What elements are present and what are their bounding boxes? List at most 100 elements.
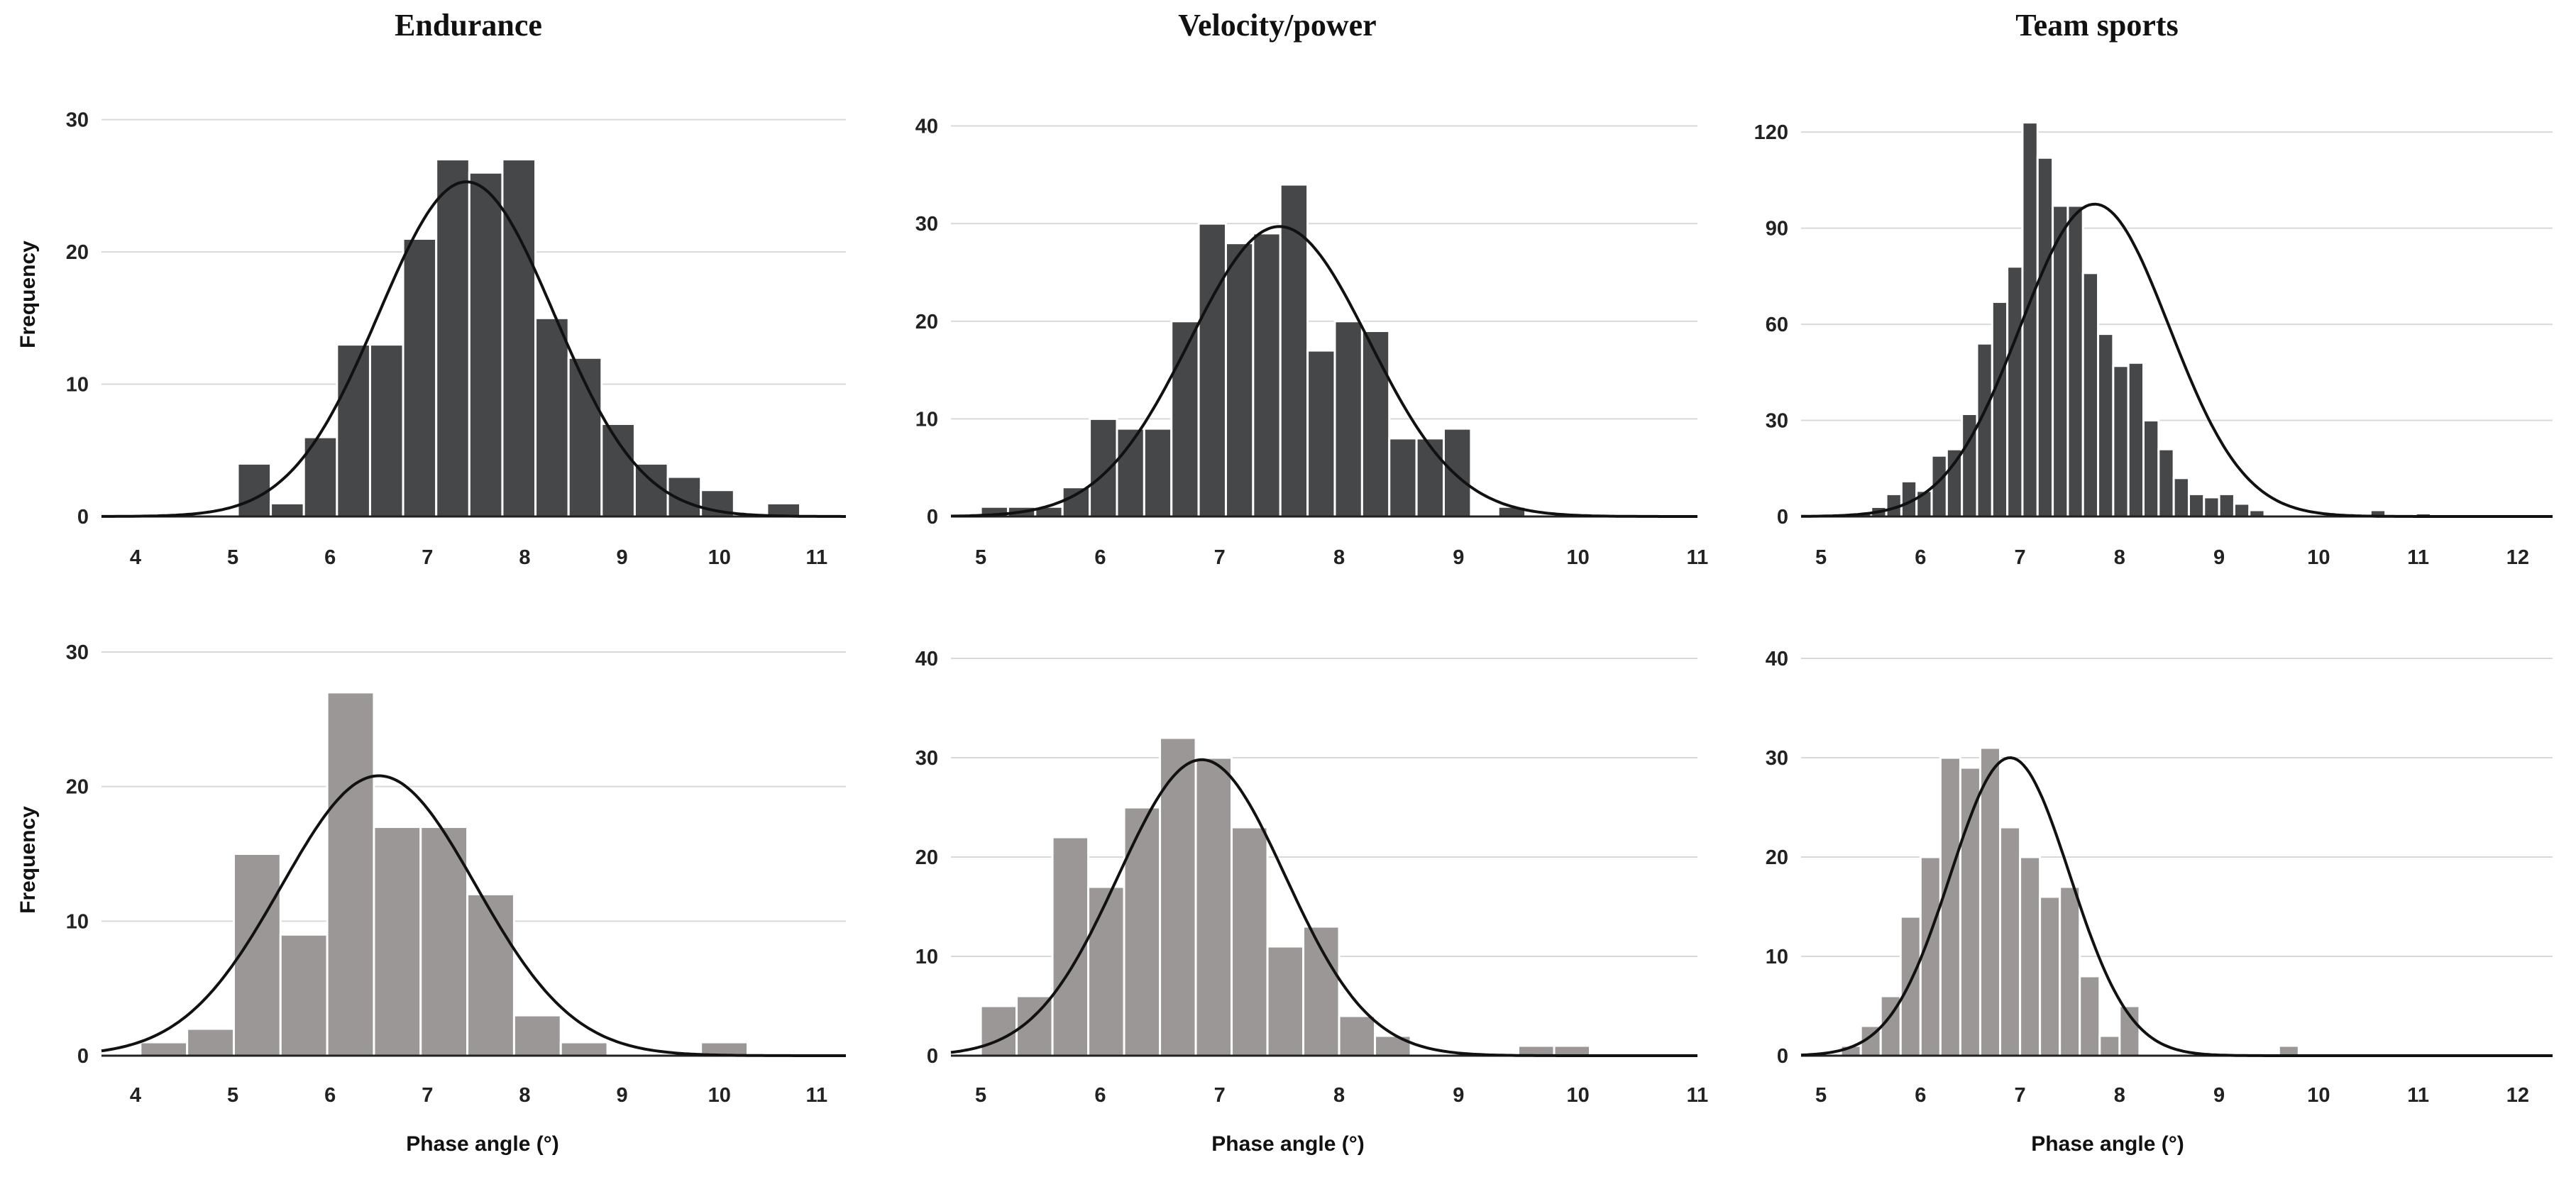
endurance-top-xtick-label: 8 — [519, 546, 530, 569]
velocity-top-bar-16 — [1415, 437, 1445, 518]
x-axis-label-velocity-power: Phase angle (°) — [1211, 1132, 1365, 1156]
team-top-bar-22 — [2172, 477, 2190, 518]
endurance-bottom-bar-8 — [512, 1014, 562, 1057]
team-bottom-xtick-label: 12 — [2506, 1084, 2529, 1107]
velocity-bottom-bar-4 — [1123, 806, 1162, 1057]
endurance-top-bar-1 — [270, 502, 305, 518]
endurance-top-bar-9 — [534, 316, 570, 518]
velocity-bottom-ytick-label: 10 — [915, 946, 938, 968]
velocity-bottom-bar-3 — [1087, 885, 1125, 1057]
team-bottom-xtick-label: 8 — [2114, 1084, 2125, 1107]
velocity-top-bar-15 — [1388, 437, 1418, 518]
team-top-bar-24 — [2203, 496, 2220, 518]
team-top-ytick-label: 60 — [1766, 314, 1788, 336]
team-bottom-bar-6 — [1959, 766, 1981, 1057]
endurance-top-ytick-label: 0 — [77, 506, 89, 529]
endurance-bottom-bar-9 — [559, 1041, 609, 1057]
team-bottom-bar-7 — [1978, 746, 2002, 1057]
velocity-bottom-bar-16 — [1553, 1044, 1592, 1057]
velocity-top-bar-9 — [1224, 242, 1255, 518]
velocity-top-xtick-label: 10 — [1567, 546, 1590, 569]
endurance-top-xtick-label: 10 — [708, 546, 731, 569]
team-bottom-xtick-label: 9 — [2213, 1084, 2225, 1107]
endurance-bottom-bar-0 — [139, 1041, 189, 1057]
team-bottom-bar-13 — [2098, 1034, 2121, 1057]
team-top-bar-16 — [2081, 272, 2100, 518]
team-top-ytick-label: 0 — [1777, 506, 1788, 529]
velocity-bottom-xtick-label: 7 — [1214, 1084, 1226, 1107]
endurance-top-xtick-label: 5 — [227, 546, 238, 569]
team-bottom-ytick-label: 20 — [1766, 846, 1788, 869]
team-top-xtick-label: 10 — [2307, 546, 2330, 569]
velocity-bottom-xtick-label: 11 — [1687, 1084, 1709, 1107]
team-top-bar-10 — [1991, 300, 2009, 518]
team-top-normal-curve — [1801, 202, 2553, 518]
x-axis-label-endurance: Phase angle (°) — [406, 1132, 559, 1156]
endurance-bottom-normal-curve — [101, 774, 846, 1057]
velocity-top-bar-3 — [1061, 486, 1091, 518]
endurance-bottom-bar-5 — [373, 826, 422, 1057]
velocity-top-bar-7 — [1170, 320, 1200, 518]
team-bottom-bar-11 — [2059, 885, 2081, 1057]
endurance-bottom-ytick-label: 20 — [66, 776, 89, 799]
endurance-bottom-bar-2 — [232, 852, 282, 1057]
endurance-bottom-xtick-label: 7 — [422, 1084, 433, 1107]
velocity-top-xtick-label: 8 — [1333, 546, 1345, 569]
velocity-bottom-bar-0 — [979, 1005, 1018, 1057]
team-bottom-xtick-label: 11 — [2407, 1084, 2429, 1107]
column-title-velocity-power: Velocity/power — [1178, 8, 1377, 43]
endurance-bottom-ytick-label: 30 — [66, 641, 89, 664]
endurance-top-bar-4 — [368, 343, 404, 518]
velocity-top-bar-4 — [1089, 417, 1118, 518]
endurance-bottom-xtick-label: 8 — [519, 1084, 530, 1107]
team-bottom-bar-12 — [2079, 975, 2101, 1057]
velocity-bottom-xtick-label: 8 — [1333, 1084, 1345, 1107]
team-top-bar-12 — [2021, 121, 2039, 518]
team-top-xtick-label: 5 — [1815, 546, 1827, 569]
endurance-bottom-xtick-label: 6 — [324, 1084, 336, 1107]
endurance-bottom-xtick-label: 11 — [806, 1084, 828, 1107]
endurance-top-bar-0 — [236, 462, 273, 518]
velocity-bottom-bar-6 — [1194, 756, 1233, 1057]
team-bottom-normal-curve — [1800, 756, 2553, 1057]
velocity-bottom-bar-9 — [1302, 925, 1341, 1057]
endurance-bottom-ytick-label: 0 — [77, 1045, 89, 1068]
team-bottom-ytick-label: 10 — [1766, 946, 1788, 968]
endurance-bottom-ytick-label: 10 — [66, 910, 89, 933]
x-axis-label-team-sports: Phase angle (°) — [2031, 1132, 2184, 1156]
velocity-bottom-ytick-label: 40 — [915, 648, 938, 670]
velocity-top-bar-13 — [1333, 320, 1363, 518]
velocity-top-bar-6 — [1143, 427, 1173, 518]
velocity-bottom-ytick-label: 30 — [915, 747, 938, 770]
team-top-xtick-label: 12 — [2506, 546, 2529, 569]
team-bottom-xtick-label: 10 — [2307, 1084, 2330, 1107]
velocity-bottom-bar-10 — [1338, 1015, 1377, 1057]
endurance-bottom-bar-4 — [326, 691, 375, 1057]
team-bottom-bar-9 — [2019, 856, 2042, 1057]
endurance-top-normal-curve — [101, 180, 846, 518]
endurance-bottom-bar-3 — [279, 933, 329, 1057]
team-top-bar-7 — [1945, 448, 1964, 518]
endurance-top-ytick-label: 20 — [66, 241, 89, 264]
team-top-bar-25 — [2218, 492, 2235, 518]
velocity-top-xtick-label: 5 — [975, 546, 986, 569]
velocity-bottom-bar-8 — [1266, 945, 1305, 1057]
velocity-top-ytick-label: 20 — [915, 311, 938, 333]
team-top-xtick-label: 8 — [2114, 546, 2125, 569]
team-top-bar-20 — [2142, 419, 2160, 518]
endurance-bottom-bar-1 — [186, 1027, 235, 1057]
team-bottom-xtick-label: 7 — [2015, 1084, 2026, 1107]
team-top-xtick-label: 7 — [2015, 546, 2026, 569]
team-top-ytick-label: 30 — [1766, 410, 1788, 433]
team-top-bar-11 — [2006, 265, 2024, 518]
endurance-top-bar-8 — [501, 158, 537, 518]
endurance-top-xtick-label: 4 — [130, 546, 141, 569]
velocity-bottom-normal-curve — [950, 758, 1697, 1057]
team-bottom-ytick-label: 30 — [1766, 747, 1788, 770]
velocity-top-ytick-label: 30 — [915, 213, 938, 236]
team-top-bar-18 — [2112, 365, 2130, 518]
endurance-top-bar-7 — [468, 171, 504, 518]
velocity-top-ytick-label: 40 — [915, 116, 938, 138]
endurance-top-bar-5 — [402, 237, 438, 518]
